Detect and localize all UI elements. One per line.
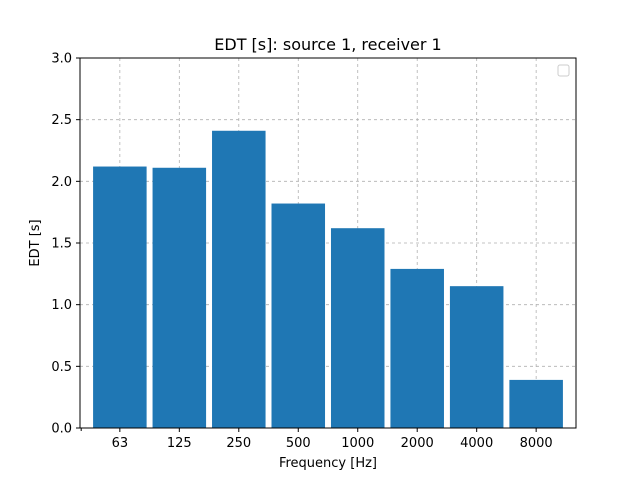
- axis-ticks: 0.0 0.5 1.0 1.5 2.0 2.5 3.0 63 125 250 500 1000 2000…: [51, 52, 552, 452]
- y-tick-label: 2.5: [51, 113, 72, 128]
- bar-250: [212, 130, 266, 428]
- bar-63: [93, 166, 147, 429]
- x-axis-label: Frequency [Hz]: [279, 456, 377, 471]
- bar-1000: [330, 228, 385, 428]
- y-tick-label: 0.5: [51, 360, 72, 375]
- x-tick-label: 4000: [460, 436, 493, 451]
- x-tick-label: 125: [167, 436, 192, 451]
- y-tick-label: 3.0: [51, 52, 72, 67]
- chart-title: EDT [s]: source 1, receiver 1: [214, 35, 441, 54]
- y-axis-label: EDT [s]: [28, 219, 43, 266]
- bar-2000: [390, 268, 444, 428]
- bars: [93, 130, 563, 429]
- x-tick-label: 1000: [341, 436, 374, 451]
- y-tick-label: 1.0: [51, 298, 72, 313]
- y-tick-label: 1.5: [51, 237, 72, 252]
- x-tick-label: 63: [112, 436, 129, 451]
- legend-box: [557, 64, 570, 77]
- bar-4000: [449, 286, 504, 428]
- x-tick-label: 8000: [520, 436, 553, 451]
- bar-125: [152, 167, 207, 428]
- bar-500: [271, 203, 326, 428]
- x-tick-label: 500: [286, 436, 311, 451]
- x-tick-label: 2000: [401, 436, 434, 451]
- y-tick-label: 0.0: [51, 422, 72, 437]
- y-tick-label: 2.0: [51, 175, 72, 190]
- x-tick-label: 250: [226, 436, 251, 451]
- bar-8000: [509, 379, 563, 428]
